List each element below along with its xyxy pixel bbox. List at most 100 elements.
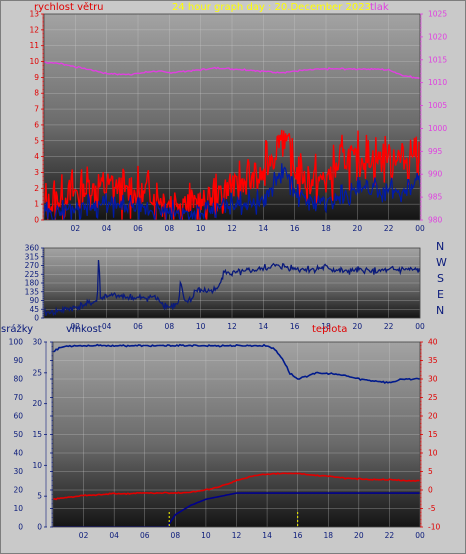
x-tick-label: 02 <box>79 531 89 540</box>
x-tick-label: 20 <box>353 224 363 233</box>
wind-speed-label: rychlost větru <box>34 1 104 13</box>
y-left-tick-label: 11 <box>29 41 39 50</box>
compass-e: E <box>437 288 444 301</box>
x-tick-label: 16 <box>290 322 300 331</box>
y-inner-tick-label: 15 <box>32 430 42 439</box>
x-tick-label: 06 <box>133 224 143 233</box>
y-left-tick-label: 10 <box>29 57 39 66</box>
temperature-label: teplota <box>312 324 347 335</box>
y-left-tick-label: 0 <box>34 314 39 323</box>
y-left-tick-label: 5 <box>34 136 39 145</box>
x-tick-label: 08 <box>165 322 175 331</box>
y-left-tick-label: 3 <box>34 168 39 177</box>
y-right-tick-label: 15 <box>428 430 438 439</box>
y-inner-tick-label: 5 <box>37 492 42 501</box>
x-tick-label: 10 <box>196 224 206 233</box>
wind-direction-line <box>44 259 420 317</box>
compass-s: S <box>437 272 444 285</box>
x-tick-label: 02 <box>71 224 81 233</box>
y-left-tick-label: 9 <box>34 73 39 82</box>
y-left-tick-label: 80 <box>13 375 23 384</box>
x-tick-label: 10 <box>196 322 206 331</box>
y-left-tick-label: 315 <box>25 252 40 261</box>
x-tick-label: 08 <box>171 531 181 540</box>
y-right-tick-label: 995 <box>428 147 443 156</box>
y-inner-tick-label: 30 <box>32 338 42 347</box>
y-right-tick-label: -5 <box>428 504 436 513</box>
y-right-tick-label: 10 <box>428 449 438 458</box>
y-left-tick-label: 0 <box>18 523 23 532</box>
rain-line <box>53 492 420 527</box>
x-tick-label: 12 <box>227 322 237 331</box>
y-left-tick-label: 4 <box>34 152 39 161</box>
graph-title: 24 hour graph day : 20.December 2023 <box>172 2 371 13</box>
x-tick-label: 22 <box>384 224 394 233</box>
y-inner-tick-label: 20 <box>32 399 42 408</box>
x-tick-label: 08 <box>165 224 175 233</box>
compass-w: W <box>436 256 447 269</box>
y-right-tick-label: 985 <box>428 193 443 202</box>
x-tick-label: 18 <box>323 531 333 540</box>
y-inner-tick-label: 25 <box>32 368 42 377</box>
y-left-tick-label: 1 <box>34 200 39 209</box>
y-left-tick-label: 45 <box>29 305 39 314</box>
x-tick-label: 22 <box>384 322 394 331</box>
y-inner-tick-label: 0 <box>37 523 42 532</box>
y-right-tick-label: 1015 <box>428 55 447 64</box>
x-tick-label: 00 <box>415 531 425 540</box>
x-tick-label: 12 <box>227 224 237 233</box>
y-inner-tick-label: 10 <box>32 461 42 470</box>
y-right-tick-label: 1010 <box>428 78 447 87</box>
x-tick-label: 14 <box>259 322 269 331</box>
x-tick-label: 14 <box>259 224 269 233</box>
humidity-temperature-axes: 02 04 06 08 10 12 14 16 18 20 22 000102030405060708… <box>9 338 441 541</box>
wind-direction-series <box>44 259 420 317</box>
y-left-tick-label: 30 <box>13 467 23 476</box>
y-left-tick-label: 8 <box>34 89 39 98</box>
x-tick-label: 04 <box>102 322 112 331</box>
y-right-tick-label: 1025 <box>428 10 447 19</box>
x-tick-label: 18 <box>321 322 331 331</box>
y-left-tick-label: 7 <box>34 105 39 114</box>
y-right-tick-label: 20 <box>428 412 438 421</box>
y-right-tick-label: 1000 <box>428 124 447 133</box>
compass-n-top: N <box>436 240 444 253</box>
y-left-tick-label: 0 <box>34 216 39 225</box>
x-tick-label: 18 <box>321 224 331 233</box>
y-left-tick-label: 6 <box>34 120 39 129</box>
y-left-tick-label: 2 <box>34 184 39 193</box>
wind-direction-axes: 02 04 06 08 10 12 14 16 18 20 22 000459013518022527… <box>25 244 425 332</box>
x-tick-label: 20 <box>353 322 363 331</box>
y-right-tick-label: 40 <box>428 338 438 347</box>
x-tick-label: 16 <box>290 224 300 233</box>
y-left-tick-label: 180 <box>25 279 40 288</box>
y-right-tick-label: 1020 <box>428 32 447 41</box>
y-left-tick-label: 135 <box>25 287 40 296</box>
y-left-tick-label: 270 <box>25 261 40 270</box>
y-right-tick-label: 35 <box>428 356 438 365</box>
x-tick-label: 22 <box>385 531 395 540</box>
y-left-tick-label: 360 <box>25 244 40 253</box>
y-left-tick-label: 90 <box>13 356 23 365</box>
wind-pressure-axes: 02 04 06 08 10 12 14 16 18 20 22 000123456789101112… <box>29 10 447 234</box>
y-left-tick-label: 60 <box>13 412 23 421</box>
x-tick-label: 04 <box>109 531 119 540</box>
x-tick-label: 10 <box>201 531 211 540</box>
y-left-tick-label: 225 <box>25 270 40 279</box>
humidity-temperature-series <box>53 343 420 527</box>
wind-pressure-series <box>44 61 420 220</box>
pressure-line <box>44 61 420 79</box>
y-left-tick-label: 10 <box>13 504 23 513</box>
humidity-line <box>53 343 420 385</box>
x-tick-label: 12 <box>232 531 242 540</box>
wind-pressure-grid <box>44 14 421 220</box>
x-tick-label: 02 <box>71 322 81 331</box>
x-tick-label: 20 <box>354 531 364 540</box>
wind-speed-line <box>44 129 420 220</box>
y-left-tick-label: 70 <box>13 393 23 402</box>
x-tick-label: 16 <box>293 531 303 540</box>
compass-n-bottom: N <box>436 304 444 317</box>
y-left-tick-label: 40 <box>13 449 23 458</box>
y-left-tick-label: 50 <box>13 430 23 439</box>
y-right-tick-label: -10 <box>428 523 440 532</box>
